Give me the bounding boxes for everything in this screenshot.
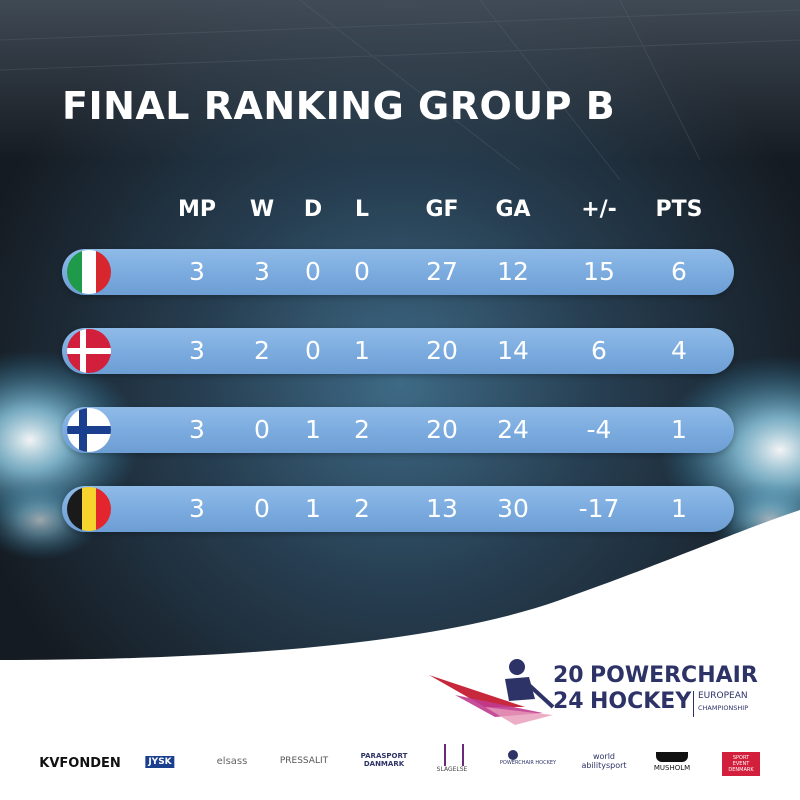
cell-d: 0 [305,336,321,365]
cell-l: 2 [354,494,370,523]
belgium-flag-icon [67,487,111,531]
sponsor-jysk: JYSK [145,756,175,768]
sponsor-world-abilitysport: world abilitysport [581,752,627,770]
cell-pts: 1 [671,494,687,523]
cell-pts: 1 [671,415,687,444]
cell-goal-diff: -4 [586,415,612,444]
sponsor-slagelse: SLAGELSE [436,766,468,773]
sponsor-parasport-danmark: PARASPORT DANMARK [360,752,408,768]
logo-line1: POWERCHAIR [590,663,758,688]
cell-l: 1 [354,336,370,365]
logo-sub2: CHAMPIONSHIP [698,704,749,712]
cell-ga: 24 [497,415,529,444]
column-header-pts: PTS [655,197,703,222]
cell-goal-diff: 15 [583,257,615,286]
sponsor-pressalit: PRESSALIT [279,756,329,766]
table-row: 3 0 1 2 13 30 -17 1 [62,486,734,532]
powerchair-hockey-emblem-icon [429,659,555,725]
column-header-d: D [303,197,323,222]
cell-pts: 4 [671,336,687,365]
cell-w: 3 [254,257,270,286]
cell-w: 0 [254,494,270,523]
cell-ga: 30 [497,494,529,523]
event-logo: 20 24 POWERCHAIR HOCKEY EUROPEAN CHAMPIO… [425,655,765,727]
cell-d: 0 [305,257,321,286]
column-header-mp: MP [177,197,217,222]
slagelse-bridge-icon [444,744,464,766]
table-row: 3 3 0 0 27 12 15 6 [62,249,734,295]
cell-pts: 6 [671,257,687,286]
sponsor-kvfonden: KVFONDEN [39,756,121,771]
cell-mp: 3 [189,257,205,286]
musholm-ship-icon [656,752,688,762]
cell-mp: 3 [189,336,205,365]
cell-gf: 20 [426,336,458,365]
cell-ga: 14 [497,336,529,365]
cell-w: 2 [254,336,270,365]
cell-ga: 12 [497,257,529,286]
finland-flag-icon [67,408,111,452]
cell-d: 1 [305,494,321,523]
cell-gf: 27 [426,257,458,286]
column-header-ga: GA [495,197,531,222]
cell-mp: 3 [189,494,205,523]
sponsor-musholm: MUSHOLM [653,764,691,772]
sponsor-bar: KVFONDEN JYSK elsass PRESSALIT PARASPORT… [0,738,800,788]
denmark-flag-icon [67,329,111,373]
logo-year-top: 20 [553,663,584,688]
table-row: 3 0 1 2 20 24 -4 1 [62,407,734,453]
page-title: FINAL RANKING GROUP B [62,84,616,128]
column-header-w: W [249,197,275,222]
cell-goal-diff: 6 [591,336,607,365]
sponsor-elsass: elsass [216,756,248,767]
sponsor-sport-event-denmark: SPORT EVENT DENMARK [722,752,760,776]
cell-w: 0 [254,415,270,444]
cell-goal-diff: -17 [578,494,620,523]
logo-year-bottom: 24 [553,689,584,714]
cell-gf: 20 [426,415,458,444]
column-header-l: L [354,197,370,222]
sponsor-powerchair-hockey: POWERCHAIR HOCKEY [499,760,557,766]
logo-sub1: EUROPEAN [698,691,748,701]
cell-d: 1 [305,415,321,444]
cell-mp: 3 [189,415,205,444]
cell-l: 0 [354,257,370,286]
cell-gf: 13 [426,494,458,523]
powerchair-emblem-icon [508,750,518,760]
column-header-gf: GF [425,197,459,222]
column-header-goal-diff: +/- [581,197,617,222]
logo-divider [693,691,694,717]
logo-line2: HOCKEY [590,689,692,714]
cell-l: 2 [354,415,370,444]
table-row: 3 2 0 1 20 14 6 4 [62,328,734,374]
italy-flag-icon [67,250,111,294]
